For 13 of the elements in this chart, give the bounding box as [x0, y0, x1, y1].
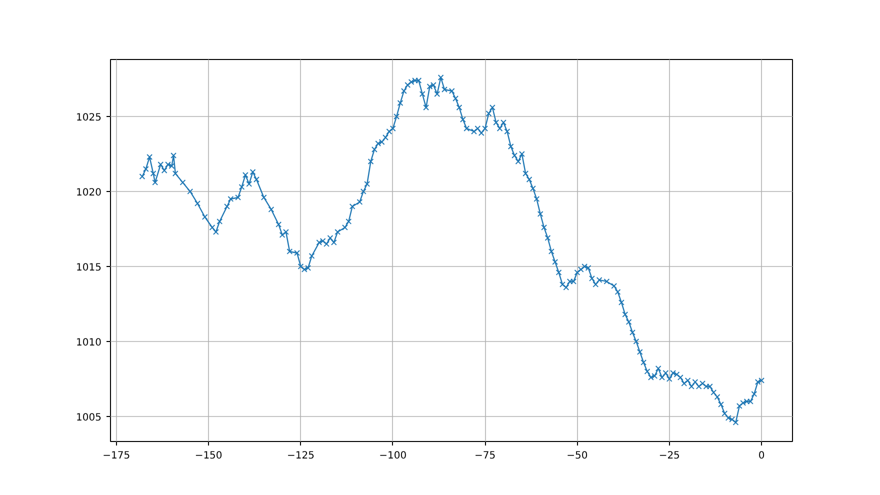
x-tick-label: −150	[194, 450, 222, 462]
x-tick-label: −75	[474, 450, 496, 462]
x-tick-label: −50	[566, 450, 588, 462]
y-tick-label: 1005	[76, 412, 102, 424]
x-tick-label: −125	[286, 450, 314, 462]
x-tick-label: 0	[758, 450, 765, 462]
x-tick-label: −175	[102, 450, 130, 462]
y-tick-label: 1015	[76, 262, 102, 274]
y-tick-label: 1020	[76, 187, 102, 198]
y-tick-label: 1010	[76, 337, 102, 348]
y-tick-label: 1025	[76, 112, 102, 124]
x-tick-label: −100	[379, 450, 407, 462]
x-tick-label: −25	[658, 450, 680, 462]
